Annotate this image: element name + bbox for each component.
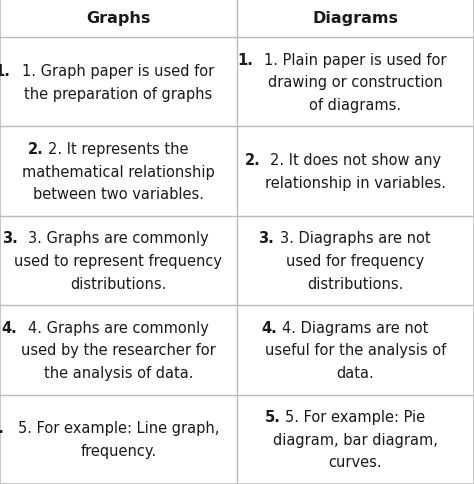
Text: frequency.: frequency. <box>81 443 156 458</box>
Text: used for frequency: used for frequency <box>286 254 425 269</box>
Text: data.: data. <box>337 365 374 380</box>
Text: relationship in variables.: relationship in variables. <box>265 176 446 191</box>
Text: 2. It does not show any: 2. It does not show any <box>270 153 441 168</box>
Text: distributions.: distributions. <box>307 276 404 291</box>
Text: distributions.: distributions. <box>70 276 167 291</box>
Text: the analysis of data.: the analysis of data. <box>44 365 193 380</box>
Text: 5.: 5. <box>265 409 281 424</box>
Text: 4. Diagrams are not: 4. Diagrams are not <box>283 320 428 335</box>
Text: 5.: 5. <box>0 421 4 436</box>
Text: 2.: 2. <box>245 153 261 168</box>
Text: useful for the analysis of: useful for the analysis of <box>265 343 446 358</box>
Text: used to represent frequency: used to represent frequency <box>15 254 222 269</box>
Text: 4.: 4. <box>2 320 18 335</box>
Text: 1.: 1. <box>0 64 10 79</box>
Text: 4. Graphs are commonly: 4. Graphs are commonly <box>28 320 209 335</box>
Text: diagram, bar diagram,: diagram, bar diagram, <box>273 432 438 447</box>
Text: 5. For example: Line graph,: 5. For example: Line graph, <box>18 421 219 436</box>
Text: of diagrams.: of diagrams. <box>310 98 401 113</box>
Text: 3. Diagraphs are not: 3. Diagraphs are not <box>280 231 431 246</box>
Text: mathematical relationship: mathematical relationship <box>22 164 215 179</box>
Text: curves.: curves. <box>328 454 383 469</box>
Text: 1. Plain paper is used for: 1. Plain paper is used for <box>264 52 447 67</box>
Text: 2.: 2. <box>28 142 44 157</box>
Text: 4.: 4. <box>261 320 277 335</box>
Text: 1.: 1. <box>238 52 254 67</box>
Text: Graphs: Graphs <box>86 12 151 27</box>
Text: 3.: 3. <box>2 231 18 246</box>
Text: 2. It represents the: 2. It represents the <box>48 142 189 157</box>
Text: used by the researcher for: used by the researcher for <box>21 343 216 358</box>
Text: 3. Graphs are commonly: 3. Graphs are commonly <box>28 231 209 246</box>
Text: drawing or construction: drawing or construction <box>268 75 443 90</box>
Text: the preparation of graphs: the preparation of graphs <box>24 86 213 101</box>
Text: 1. Graph paper is used for: 1. Graph paper is used for <box>22 64 215 79</box>
Text: Diagrams: Diagrams <box>312 12 399 27</box>
Text: between two variables.: between two variables. <box>33 187 204 202</box>
Text: 5. For example: Pie: 5. For example: Pie <box>285 409 426 424</box>
Text: 3.: 3. <box>258 231 274 246</box>
